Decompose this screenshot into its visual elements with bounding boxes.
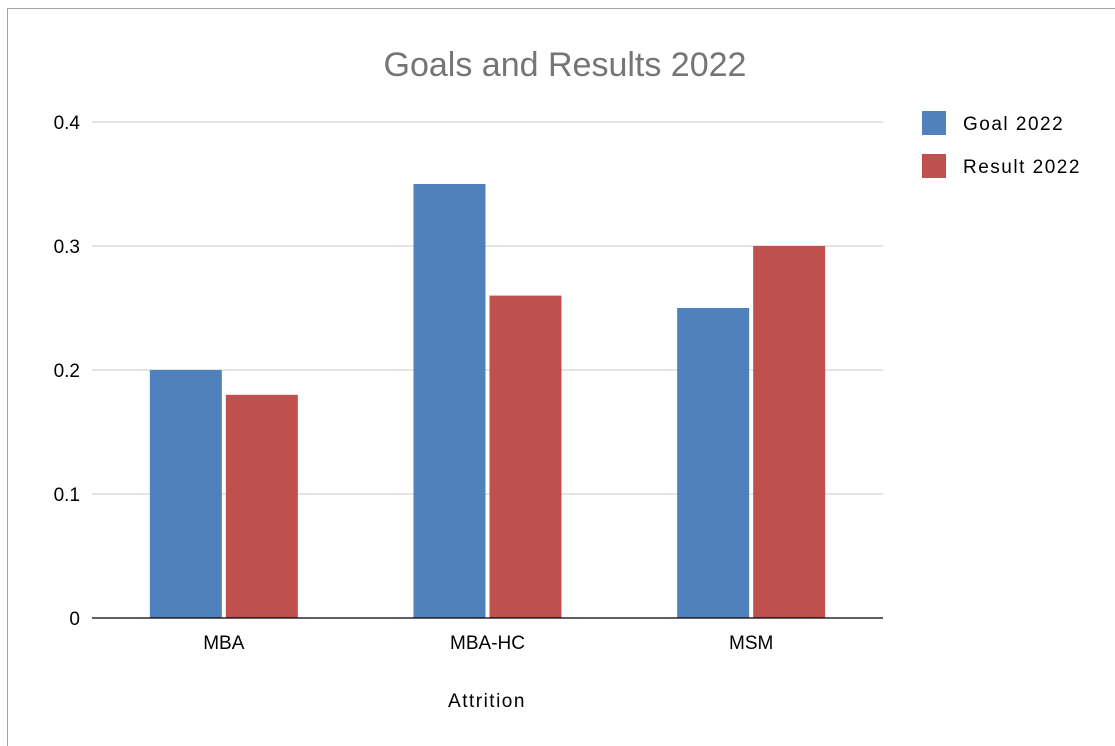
y-tick-label: 0.4 [54, 113, 81, 134]
legend-label: Result 2022 [963, 157, 1081, 178]
x-axis-title: Attrition [448, 691, 526, 712]
bar-goal-2022-mba-hc [413, 184, 486, 618]
bar-goal-2022-mba [149, 370, 222, 618]
y-tick-label: 0 [69, 609, 80, 630]
bar-result-2022-mba [225, 394, 298, 618]
bar-result-2022-mba-hc [489, 295, 562, 618]
y-tick-label: 0.1 [54, 485, 80, 506]
y-tick-label: 0.3 [54, 237, 80, 258]
bar-result-2022-msm [753, 246, 826, 618]
x-tick-label: MBA-HC [450, 633, 525, 654]
x-tick-label: MSM [729, 633, 773, 654]
bar-goal-2022-msm [677, 308, 750, 618]
legend: Goal 2022 Result 2022 [922, 111, 1081, 178]
chart-title: Goals and Results 2022 [384, 46, 747, 84]
y-tick-label: 0.2 [54, 361, 80, 382]
legend-swatch [922, 154, 946, 178]
bars [149, 184, 826, 618]
legend-label: Goal 2022 [963, 114, 1064, 135]
gridlines [92, 121, 883, 495]
axes: 0 0.1 0.2 0.3 0.4 MBA MBA-HC MSM [54, 113, 883, 654]
x-tick-label: MBA [203, 633, 245, 654]
legend-swatch [922, 111, 946, 135]
